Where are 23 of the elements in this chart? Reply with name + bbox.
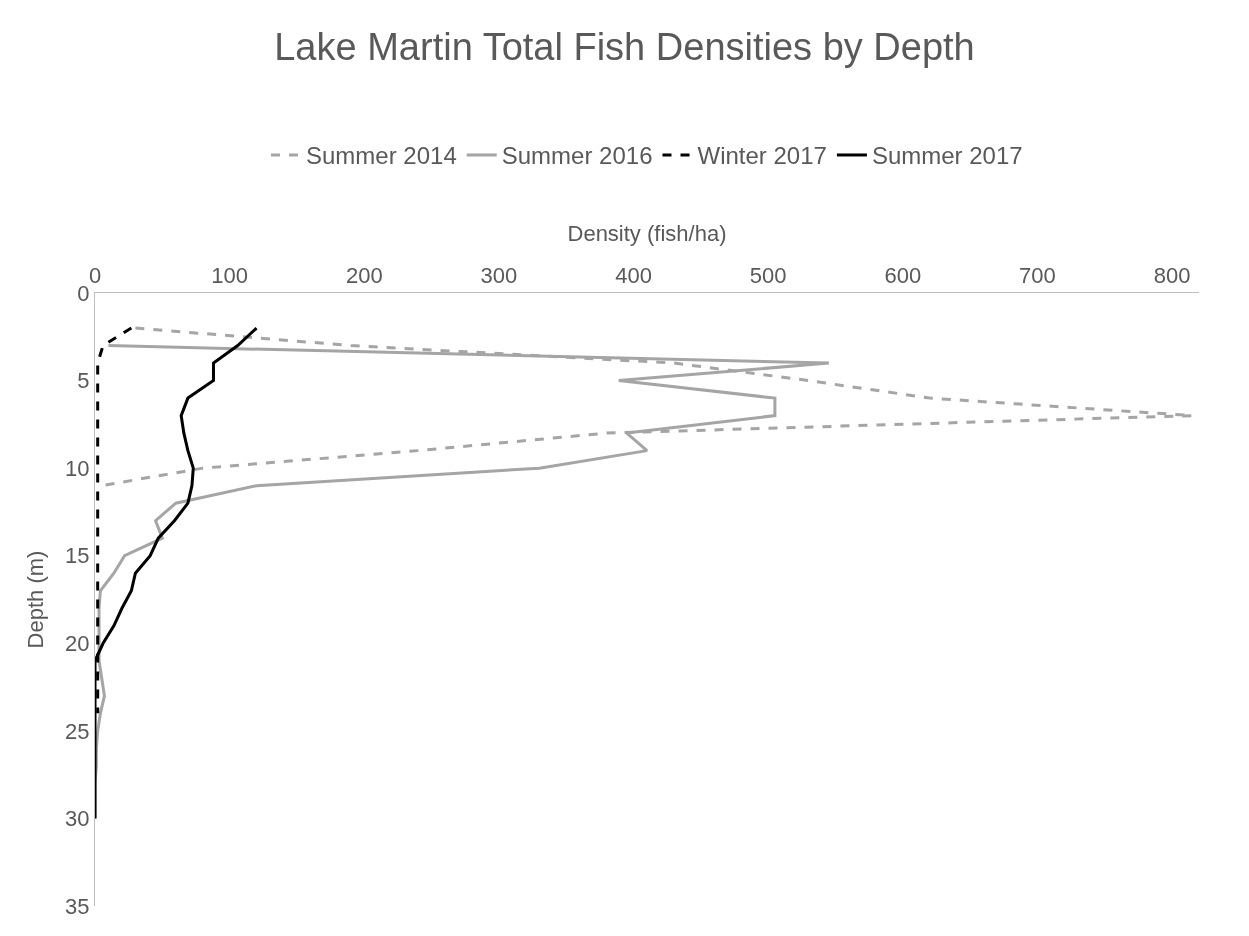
x-tick-label: 500	[749, 263, 787, 289]
legend-label: Summer 2014	[306, 142, 457, 170]
y-tick-label: 15	[65, 543, 90, 569]
x-tick-label: 800	[1153, 263, 1191, 289]
y-axis-title: Depth (m)	[22, 550, 48, 649]
x-tick-label: 700	[1019, 263, 1056, 289]
y-tick-label: 30	[65, 806, 90, 832]
chart-title: Lake Martin Total Fish Densities by Depth	[274, 26, 975, 69]
y-tick-label: 0	[77, 280, 90, 306]
x-tick-label: 200	[345, 263, 383, 289]
legend-label: Winter 2017	[697, 142, 827, 170]
legend-label: Summer 2017	[871, 142, 1023, 170]
y-tick-label: 25	[65, 718, 90, 744]
y-tick-label: 35	[65, 893, 90, 919]
x-tick-label: 300	[480, 263, 518, 289]
x-axis-title: Density (fish/ha)	[567, 221, 727, 246]
y-tick-label: 20	[65, 630, 90, 656]
x-tick-label: 400	[615, 263, 652, 289]
x-tick-label: 600	[884, 263, 922, 289]
legend-label: Summer 2016	[501, 142, 653, 170]
x-tick-label: 100	[211, 263, 248, 289]
y-tick-label: 10	[65, 455, 90, 481]
y-tick-label: 5	[77, 368, 90, 394]
